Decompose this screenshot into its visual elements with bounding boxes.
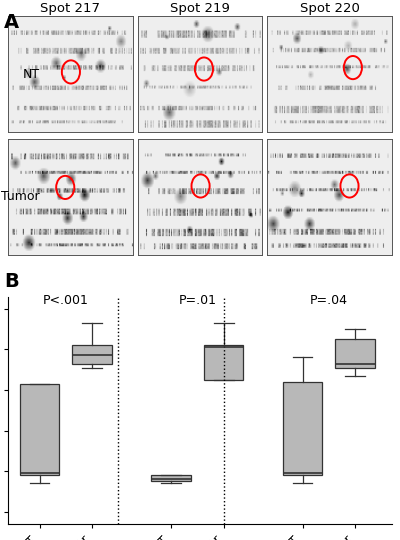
PathPatch shape [204,345,243,380]
PathPatch shape [20,384,59,475]
Text: NT: NT [23,68,40,80]
Text: A: A [4,14,19,32]
Text: P<.001: P<.001 [43,294,89,307]
Text: B: B [4,272,19,291]
PathPatch shape [283,382,322,475]
Text: Tumor: Tumor [1,190,40,204]
Text: P=.01: P=.01 [178,294,216,307]
PathPatch shape [336,339,375,368]
Title: Spot 217: Spot 217 [40,2,100,15]
PathPatch shape [72,345,112,363]
Text: P=.04: P=.04 [310,294,348,307]
Title: Spot 219: Spot 219 [170,2,230,15]
Title: Spot 220: Spot 220 [300,2,360,15]
PathPatch shape [151,475,191,481]
